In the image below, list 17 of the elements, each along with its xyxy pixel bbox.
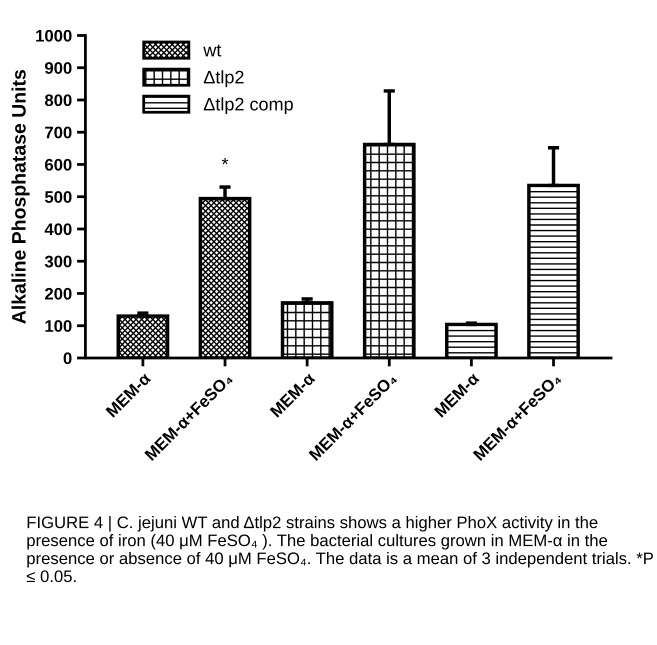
legend-label: Δtlp2 comp: [204, 97, 293, 114]
y-tick-label: 100: [45, 320, 72, 332]
y-tick-label: 200: [44, 288, 72, 300]
y-tick-label: 700: [45, 126, 72, 138]
legend-label: Δtlp2: [204, 70, 244, 88]
y-tick-label: 400: [44, 223, 72, 236]
y-axis-title: Alkaline Phosphatase Units: [11, 70, 30, 324]
y-tick-label: 1000: [36, 30, 72, 42]
y-tick-label: 900: [44, 62, 72, 74]
caption: FIGURE 4 | C. jejuni WT and Δtlp2 strains shows a higher PhoX activity in the presence of iron (40 μM FeSO₄ ). The bacterial cultures grown in MEM-α in the presence or absence of 40 μM FeSO₄. The data is a mean of 3 independent trials. *P ≤ 0.05.: [26, 516, 653, 582]
y-tick-label: 800: [44, 94, 72, 106]
y-tick-label: 500: [44, 191, 72, 203]
y-tick-label: 600: [45, 158, 72, 171]
annotation: *: [222, 158, 228, 164]
legend-label: wt: [203, 44, 222, 56]
y-tick-label: 0: [64, 352, 72, 364]
y-tick-label: 300: [44, 256, 72, 268]
